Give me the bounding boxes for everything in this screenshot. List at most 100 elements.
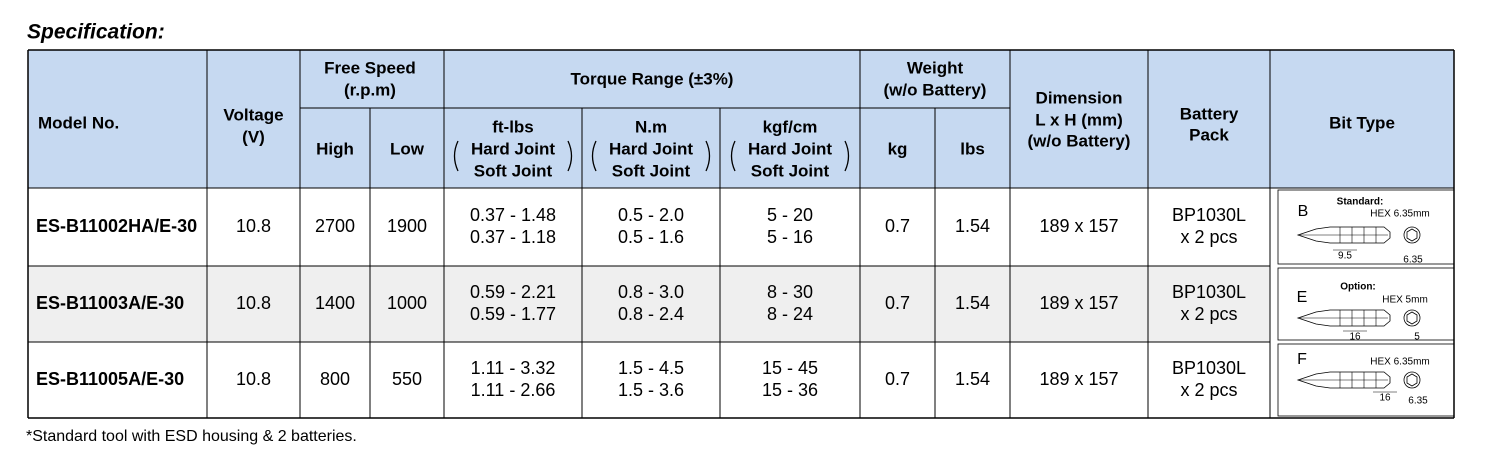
header-model: Model No.: [38, 113, 119, 132]
paren: [730, 140, 736, 172]
bit-length: 16: [1349, 332, 1361, 343]
header-dimension: Dimension: [1036, 88, 1123, 107]
torque-hard: 0.59 - 2.21: [470, 282, 556, 302]
weight-lbs: 1.54: [955, 216, 990, 236]
header-high: High: [316, 139, 354, 158]
dimension: 189 x 157: [1039, 293, 1118, 313]
torque-hard: 1.5 - 4.5: [618, 358, 684, 378]
torque-soft: 8 - 24: [767, 304, 813, 324]
header-battery: Battery: [1180, 104, 1239, 123]
header-weight: Weight: [907, 58, 964, 77]
header-dimension: L x H (mm): [1035, 110, 1123, 129]
page-title: Specification:: [27, 21, 165, 44]
model-no: ES-B11005A/E-30: [36, 369, 184, 389]
hex-shape: [1406, 373, 1418, 387]
torque-soft: 5 - 16: [767, 227, 813, 247]
torque-soft: 0.5 - 1.6: [618, 227, 684, 247]
torque-soft: 1.11 - 2.66: [471, 380, 556, 400]
bit-width: 5: [1414, 332, 1420, 343]
torque-soft: 0.37 - 1.18: [470, 227, 556, 247]
header-low: Low: [390, 139, 425, 158]
battery: BP1030L: [1172, 282, 1246, 302]
bit-letter: F: [1297, 351, 1307, 368]
bit-width: 6.35: [1403, 255, 1423, 266]
header-battery: Pack: [1189, 125, 1229, 144]
bit-hex: HEX 6.35mm: [1370, 357, 1429, 368]
bit-caption: Standard:: [1337, 197, 1384, 208]
header-bit-type: Bit Type: [1329, 113, 1395, 132]
bit-length: 16: [1379, 393, 1391, 404]
bit-frame: [1277, 343, 1455, 417]
header-joint: Soft Joint: [612, 161, 691, 180]
torque-hard: 15 - 45: [762, 358, 818, 378]
model-no: ES-B11002HA/E-30: [36, 216, 197, 236]
weight-lbs: 1.54: [955, 369, 990, 389]
speed-low: 1900: [387, 216, 427, 236]
torque-hard: 0.8 - 3.0: [618, 282, 684, 302]
bit-caption: Option:: [1340, 282, 1376, 293]
speed-low: 550: [392, 369, 422, 389]
torque-hard: 1.11 - 3.32: [471, 358, 556, 378]
header-voltage: Voltage: [223, 105, 283, 124]
header-weight: (w/o Battery): [884, 80, 987, 99]
bit-length: 9.5: [1338, 251, 1352, 262]
weight-kg: 0.7: [885, 369, 910, 389]
header-bg: [28, 50, 1454, 188]
bit-hex: HEX 6.35mm: [1370, 209, 1429, 220]
hex-circle: [1403, 371, 1421, 389]
model-no: ES-B11003A/E-30: [36, 293, 184, 313]
paren: [591, 140, 597, 172]
header-torque: Torque Range (±3%): [571, 69, 734, 88]
header-voltage: (V): [242, 127, 265, 146]
speed-high: 1400: [315, 293, 355, 313]
row-bg: [28, 266, 1270, 342]
torque-soft: 0.8 - 2.4: [618, 304, 684, 324]
weight-lbs: 1.54: [955, 293, 990, 313]
header-joint: Hard Joint: [748, 139, 832, 158]
battery: x 2 pcs: [1180, 380, 1237, 400]
footnote: *Standard tool with ESD housing & 2 batt…: [26, 428, 357, 445]
dimension: 189 x 157: [1039, 369, 1118, 389]
voltage: 10.8: [236, 369, 271, 389]
torque-soft: 1.5 - 3.6: [618, 380, 684, 400]
torque-soft: 15 - 36: [762, 380, 818, 400]
header-free-speed: Free Speed: [324, 58, 416, 77]
bit-letter: E: [1297, 289, 1308, 306]
header-lbs: lbs: [960, 139, 985, 158]
bit-hex: HEX 5mm: [1382, 295, 1428, 306]
paren: [453, 140, 459, 172]
weight-kg: 0.7: [885, 216, 910, 236]
battery: x 2 pcs: [1180, 227, 1237, 247]
header-kg: kg: [888, 139, 908, 158]
battery: BP1030L: [1172, 205, 1246, 225]
torque-hard: 0.37 - 1.48: [470, 205, 556, 225]
header-unit: kgf/cm: [763, 117, 818, 136]
bit-letter: B: [1298, 203, 1309, 220]
paren: [844, 140, 850, 172]
header-joint: Soft Joint: [751, 161, 830, 180]
torque-hard: 8 - 30: [767, 282, 813, 302]
weight-kg: 0.7: [885, 293, 910, 313]
hex-shape: [1406, 311, 1418, 325]
voltage: 10.8: [236, 216, 271, 236]
speed-low: 1000: [387, 293, 427, 313]
hex-circle: [1403, 309, 1421, 327]
battery: x 2 pcs: [1180, 304, 1237, 324]
dimension: 189 x 157: [1039, 216, 1118, 236]
speed-high: 800: [320, 369, 350, 389]
bit-frame: [1277, 189, 1455, 265]
hex-circle: [1403, 226, 1421, 244]
speed-high: 2700: [315, 216, 355, 236]
bit-frame: [1277, 267, 1455, 341]
hex-shape: [1406, 228, 1418, 242]
header-joint: Hard Joint: [471, 139, 555, 158]
header-joint: Hard Joint: [609, 139, 693, 158]
paren: [705, 140, 711, 172]
paren: [567, 140, 573, 172]
header-dimension: (w/o Battery): [1028, 131, 1131, 150]
torque-hard: 5 - 20: [767, 205, 813, 225]
header-unit: ft-lbs: [492, 117, 534, 136]
voltage: 10.8: [236, 293, 271, 313]
header-joint: Soft Joint: [474, 161, 553, 180]
